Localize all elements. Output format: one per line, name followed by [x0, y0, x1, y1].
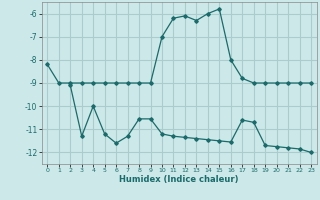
- X-axis label: Humidex (Indice chaleur): Humidex (Indice chaleur): [119, 175, 239, 184]
